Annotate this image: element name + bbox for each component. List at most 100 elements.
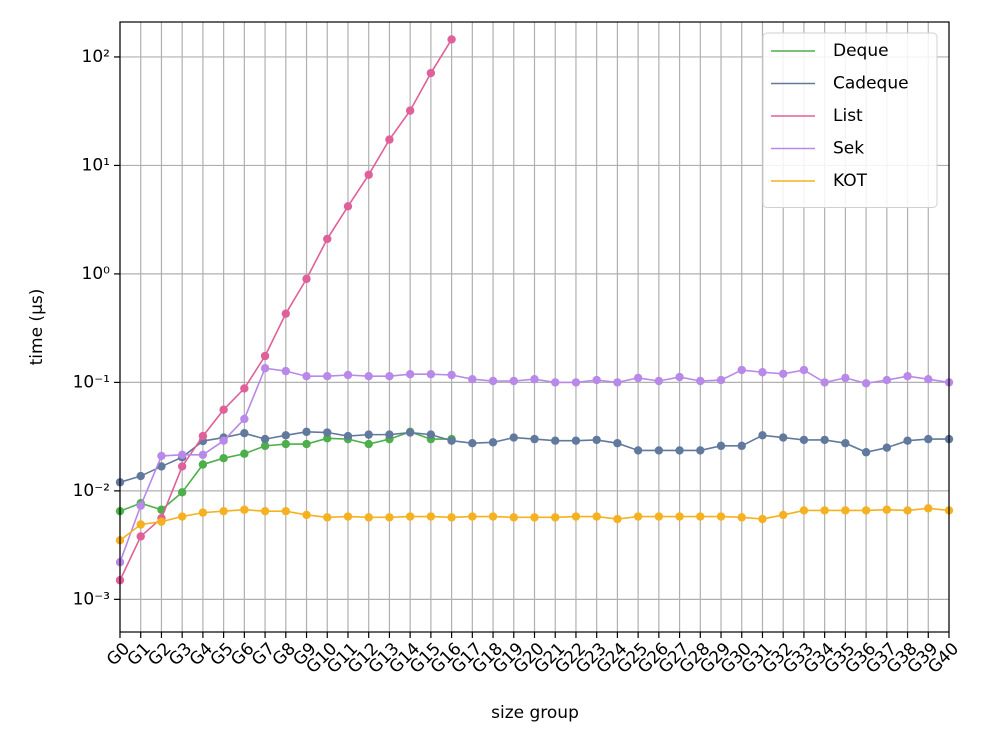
data-point: [302, 274, 311, 284]
data-point: [882, 443, 892, 452]
data-point: [799, 365, 809, 375]
data-point: [613, 378, 622, 387]
data-point: [696, 376, 705, 386]
data-point: [177, 512, 187, 521]
y-tick-label: 10¹: [82, 155, 110, 175]
data-point: [323, 372, 332, 381]
data-point: [364, 430, 373, 439]
data-point: [302, 372, 311, 381]
y-tick-label: 10⁻³: [73, 589, 110, 609]
data-point: [219, 454, 228, 463]
data-point: [426, 430, 436, 439]
data-point: [488, 438, 498, 447]
data-point: [281, 439, 290, 449]
data-point: [260, 351, 270, 361]
data-point: [551, 378, 560, 387]
data-point: [468, 375, 477, 384]
data-point: [405, 369, 415, 379]
data-point: [592, 435, 601, 445]
data-point: [820, 506, 829, 515]
data-point: [281, 506, 290, 516]
data-point: [240, 414, 249, 424]
data-point: [696, 446, 705, 455]
data-point: [426, 369, 436, 379]
data-point: [177, 450, 187, 460]
legend-label: Deque: [833, 41, 889, 61]
data-point: [924, 434, 933, 444]
data-point: [737, 441, 746, 451]
data-point: [571, 436, 581, 445]
data-point: [405, 512, 415, 521]
data-point: [530, 513, 539, 522]
data-point: [323, 234, 332, 244]
data-point: [779, 369, 788, 378]
data-point: [571, 378, 581, 387]
data-point: [219, 405, 228, 414]
data-point: [302, 439, 311, 449]
legend-label: Cadeque: [833, 74, 909, 94]
data-point: [426, 512, 436, 521]
data-point: [405, 428, 415, 437]
data-point: [240, 505, 249, 514]
data-point: [281, 366, 290, 376]
data-point: [841, 506, 850, 515]
y-tick-label: 10⁻¹: [73, 372, 110, 392]
data-point: [240, 384, 249, 393]
data-point: [323, 513, 332, 522]
data-point: [364, 439, 373, 449]
data-point: [675, 512, 684, 521]
data-point: [136, 532, 145, 541]
data-point: [468, 439, 477, 448]
data-point: [509, 513, 518, 522]
x-axis-label: size group: [491, 703, 579, 723]
data-point: [779, 510, 788, 520]
data-point: [385, 430, 394, 439]
data-point: [260, 506, 270, 516]
data-point: [198, 460, 208, 469]
data-point: [841, 373, 850, 383]
data-point: [447, 436, 456, 445]
data-point: [509, 376, 518, 386]
data-point: [488, 376, 498, 386]
data-point: [779, 433, 788, 442]
data-point: [924, 504, 933, 513]
legend-box: [762, 32, 938, 208]
data-point: [633, 373, 643, 383]
data-point: [447, 370, 456, 380]
data-point: [447, 513, 456, 522]
data-point: [198, 508, 208, 517]
data-point: [903, 436, 912, 445]
data-point: [882, 375, 892, 385]
data-point: [385, 372, 394, 381]
data-point: [551, 436, 560, 445]
data-point: [654, 376, 664, 386]
data-point: [323, 428, 332, 437]
data-point: [177, 488, 187, 497]
data-point: [385, 513, 394, 522]
y-tick-label: 10⁻²: [73, 481, 110, 501]
data-point: [903, 506, 912, 515]
plot-frame: [119, 21, 950, 633]
data-point: [240, 449, 249, 458]
y-axis-label: time (µs): [27, 289, 47, 366]
data-point: [509, 433, 518, 442]
data-point: [447, 35, 456, 44]
data-point: [882, 505, 892, 514]
data-point: [240, 429, 249, 438]
data-point: [281, 431, 290, 440]
data-point: [136, 471, 145, 481]
data-point: [364, 513, 373, 522]
data-point: [281, 309, 290, 318]
data-point: [758, 368, 767, 377]
data-point: [198, 450, 208, 460]
data-point: [343, 370, 353, 380]
data-point: [861, 506, 871, 515]
data-point: [468, 512, 477, 521]
data-point: [861, 379, 871, 388]
data-point: [219, 436, 228, 445]
data-point: [820, 435, 829, 445]
legend-label: Sek: [833, 139, 864, 159]
data-point: [219, 506, 228, 516]
data-point: [841, 439, 850, 448]
data-point: [716, 512, 726, 521]
